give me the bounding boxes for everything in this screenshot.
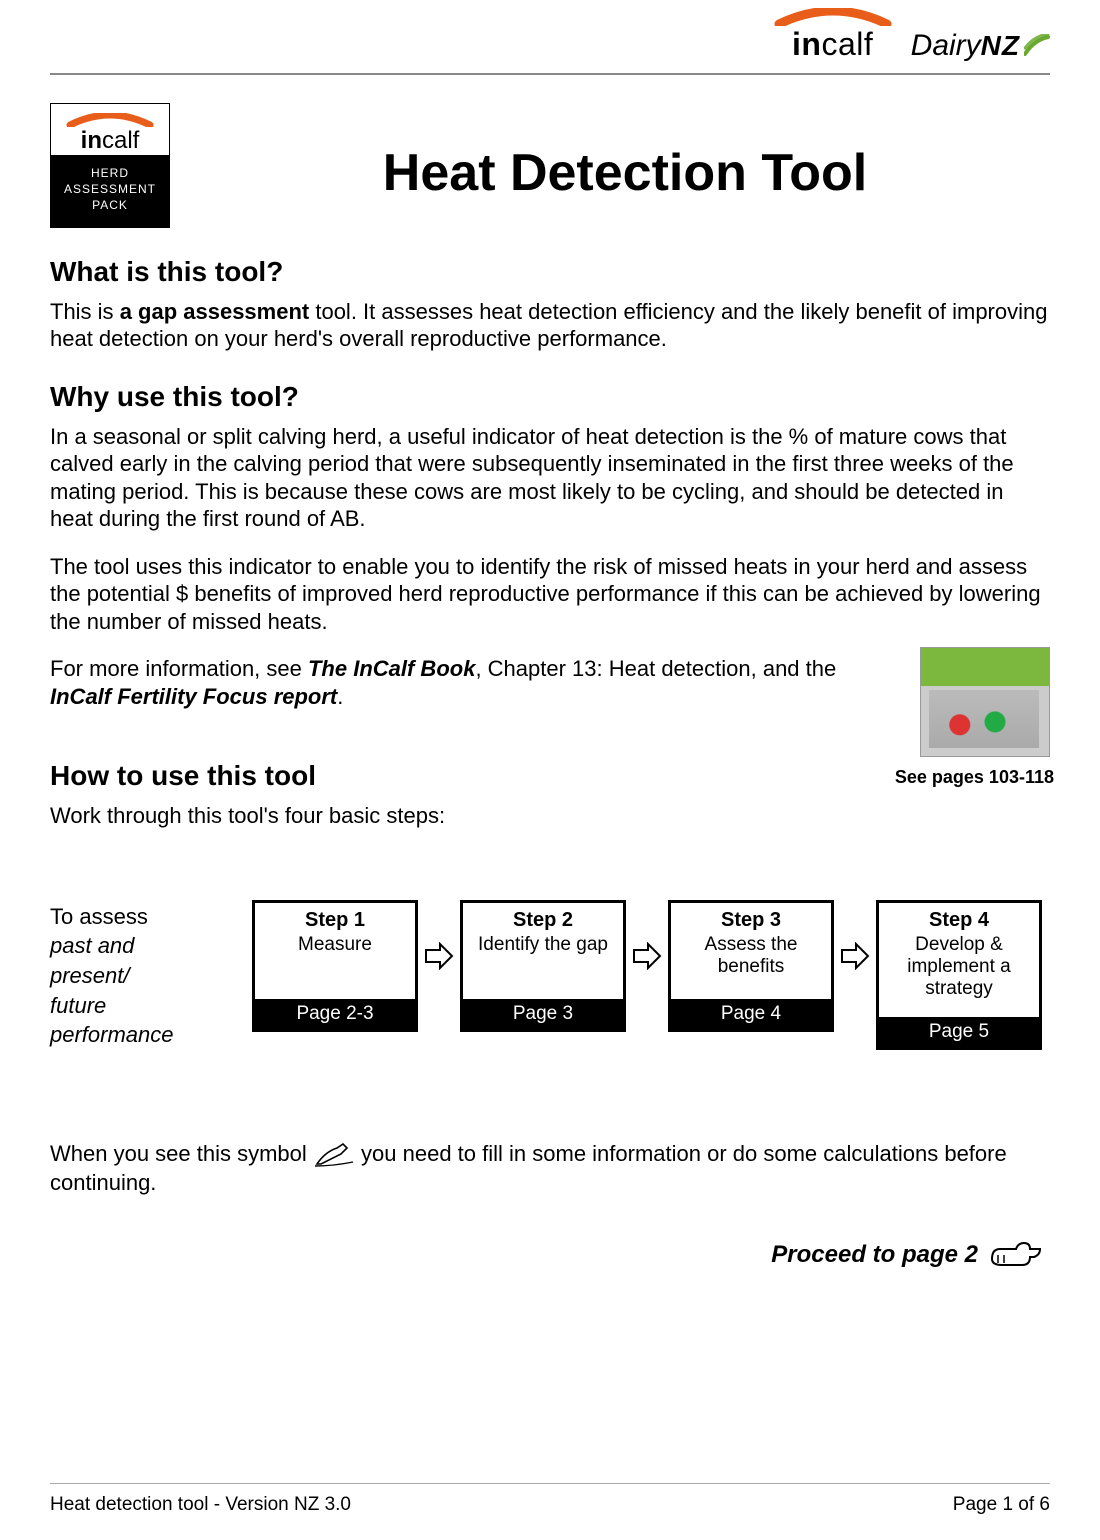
info-row: For more information, see The InCalf Boo… bbox=[50, 655, 1050, 710]
dairynz-flourish-icon bbox=[1024, 34, 1050, 58]
badge-line: PACK bbox=[56, 197, 164, 213]
proceed-row: Proceed to page 2 bbox=[50, 1235, 1050, 1275]
heading-what: What is this tool? bbox=[50, 256, 1050, 288]
paragraph-why-2: The tool uses this indicator to enable y… bbox=[50, 553, 1050, 636]
paragraph-how: Work through this tool's four basic step… bbox=[50, 802, 1050, 830]
incalf-word-calf: calf bbox=[821, 26, 873, 62]
page-title: Heat Detection Tool bbox=[200, 143, 1050, 203]
arrow-icon bbox=[424, 942, 454, 970]
incalf-wordmark: incalf bbox=[792, 26, 873, 63]
badge-line: HERD bbox=[56, 165, 164, 181]
arrow-icon bbox=[840, 942, 870, 970]
badge-bottom: HERD ASSESSMENT PACK bbox=[50, 155, 170, 228]
step-page: Page 2-3 bbox=[255, 999, 415, 1029]
flow-intro: To assess past and present/ future perfo… bbox=[50, 900, 240, 1050]
paragraph-why-1: In a seasonal or split calving herd, a u… bbox=[50, 423, 1050, 533]
step-box-4: Step 4 Develop & implement a strategy Pa… bbox=[876, 900, 1042, 1050]
step-number: Step 2 bbox=[469, 909, 617, 932]
step-action: Measure bbox=[261, 934, 409, 956]
header-rule bbox=[50, 73, 1050, 75]
page-footer: Heat detection tool - Version NZ 3.0 Pag… bbox=[50, 1483, 1050, 1516]
book-thumbnail bbox=[920, 647, 1050, 757]
proceed-label: Proceed to page 2 bbox=[771, 1241, 978, 1269]
symbol-note: When you see this symbol you need to fil… bbox=[50, 1140, 1050, 1197]
step-action: Identify the gap bbox=[469, 934, 617, 956]
book-thumbnail-image bbox=[929, 690, 1039, 748]
paragraph-info: For more information, see The InCalf Boo… bbox=[50, 655, 1050, 710]
dairynz-word-nz: NZ bbox=[981, 30, 1020, 61]
dairynz-logo: DairyNZ bbox=[911, 29, 1050, 63]
herd-assessment-badge: incalf HERD ASSESSMENT PACK bbox=[50, 103, 170, 228]
header-logos: incalf DairyNZ bbox=[50, 0, 1050, 69]
step-page: Page 5 bbox=[879, 1017, 1039, 1047]
footer-page-number: Page 1 of 6 bbox=[953, 1494, 1050, 1516]
footer-version: Heat detection tool - Version NZ 3.0 bbox=[50, 1494, 351, 1516]
badge-incalf-word: incalf bbox=[81, 127, 140, 155]
dairynz-word-dairy: Dairy bbox=[911, 29, 981, 62]
paragraph-what: This is a gap assessment tool. It assess… bbox=[50, 298, 1050, 353]
pencil-write-icon bbox=[313, 1142, 355, 1168]
step-action: Assess the benefits bbox=[677, 934, 825, 979]
step-number: Step 4 bbox=[885, 909, 1033, 932]
step-page: Page 4 bbox=[671, 999, 831, 1029]
step-page: Page 3 bbox=[463, 999, 623, 1029]
incalf-logo: incalf bbox=[773, 8, 893, 63]
step-box-3: Step 3 Assess the benefits Page 4 bbox=[668, 900, 834, 1032]
badge-arc-icon bbox=[66, 113, 154, 127]
step-action: Develop & implement a strategy bbox=[885, 934, 1033, 1001]
step-number: Step 1 bbox=[261, 909, 409, 932]
badge-top: incalf bbox=[50, 103, 170, 155]
flowchart: To assess past and present/ future perfo… bbox=[50, 900, 1050, 1050]
pointing-hand-icon bbox=[988, 1235, 1044, 1275]
step-box-1: Step 1 Measure Page 2-3 bbox=[252, 900, 418, 1032]
badge-line: ASSESSMENT bbox=[56, 181, 164, 197]
incalf-word-in: in bbox=[792, 26, 821, 62]
step-box-2: Step 2 Identify the gap Page 3 bbox=[460, 900, 626, 1032]
step-number: Step 3 bbox=[677, 909, 825, 932]
flow-steps: Step 1 Measure Page 2-3 Step 2 Identify … bbox=[252, 900, 1050, 1050]
dairynz-wordmark: DairyNZ bbox=[911, 29, 1020, 63]
see-pages-label: See pages 103-118 bbox=[895, 767, 1054, 788]
heading-why: Why use this tool? bbox=[50, 381, 1050, 413]
incalf-arc-icon bbox=[773, 8, 893, 26]
arrow-icon bbox=[632, 942, 662, 970]
